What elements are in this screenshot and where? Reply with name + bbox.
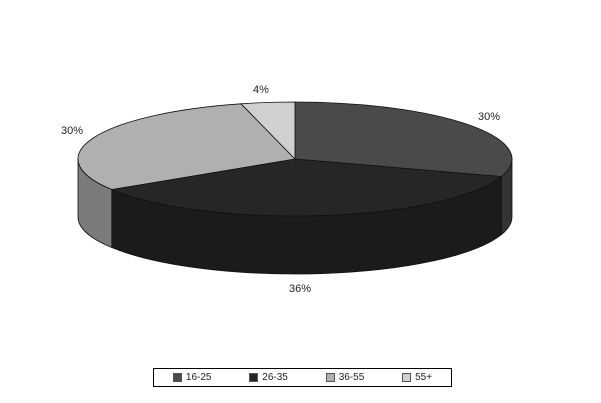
pie-label-26-35: 36%: [289, 283, 311, 295]
legend-label-3: 55+: [415, 372, 433, 383]
pie-label-16-25: 30%: [478, 111, 500, 123]
legend-item-1: 26-35: [249, 372, 288, 383]
pie-label-36-55: 30%: [61, 125, 83, 137]
pie-slice-26-35: [110, 158, 503, 217]
pie-slice-55+: [240, 101, 296, 160]
legend-swatch-2: [325, 373, 335, 382]
legend-swatch-0: [172, 373, 182, 382]
legend-item-2: 36-55: [325, 372, 365, 383]
legend-item-3: 55+: [402, 372, 432, 383]
legend-swatch-1: [249, 373, 259, 382]
legend-label-1: 26-35: [262, 372, 288, 383]
legend: 16-25 26-35 36-55 55+: [153, 368, 452, 387]
pie-slice-36-55: [77, 103, 296, 190]
legend-label-0: 16-25: [185, 372, 212, 383]
legend-item-0: 16-25: [172, 372, 212, 383]
pie-slice-16-25: [294, 101, 513, 178]
pie-label-55+: 4%: [253, 84, 269, 96]
legend-label-2: 36-55: [338, 372, 365, 383]
legend-swatch-3: [402, 373, 412, 382]
